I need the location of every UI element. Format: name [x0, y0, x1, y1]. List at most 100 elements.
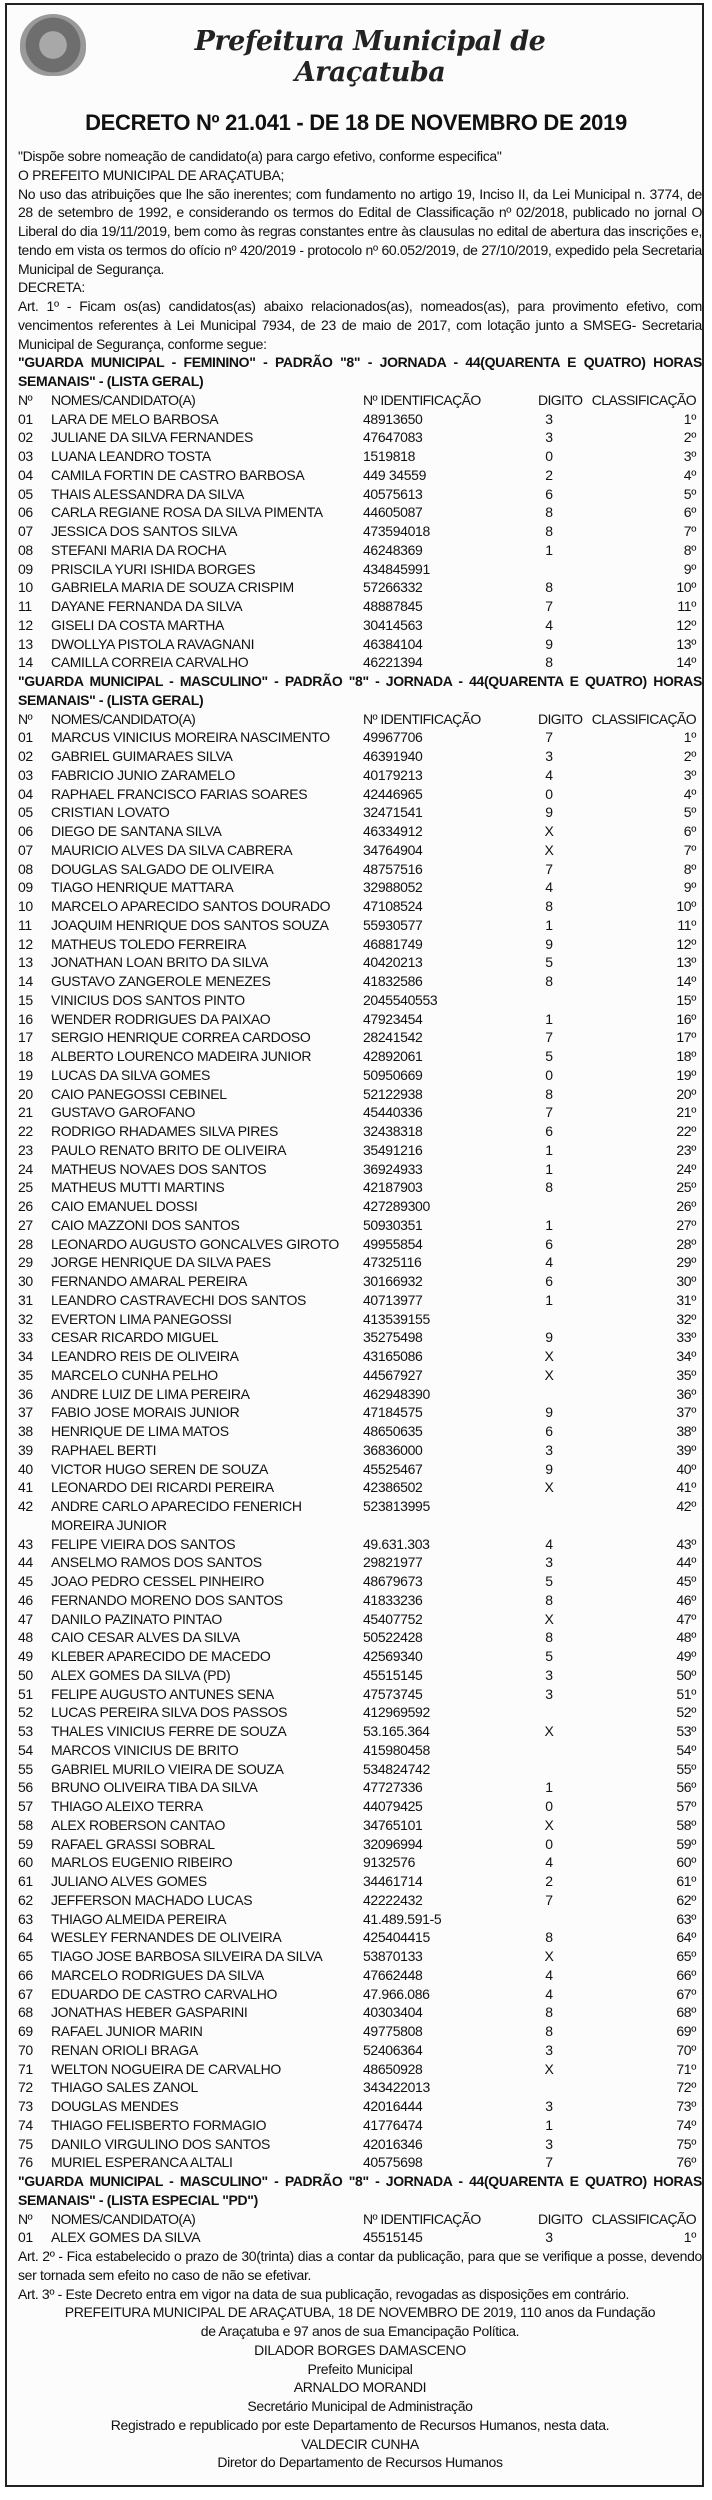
- candidate-name: EDUARDO DE CASTRO CARVALHO: [51, 1985, 278, 2002]
- classification: 33º: [676, 1329, 696, 1346]
- row-number: 76: [18, 2154, 33, 2171]
- row-number: 64: [18, 1929, 33, 1946]
- table-row: 11 DAYANE FERNANDA DA SILVA 48887845 7 11º: [18, 597, 702, 616]
- table-row: 66 MARCELO RODRIGUES DA SILVA 47662448 4 66º: [18, 1966, 702, 1985]
- candidate-name: RENAN ORIOLI BRAGA: [51, 2041, 198, 2058]
- identification-number: 50950669: [363, 1066, 423, 1083]
- candidate-name: SERGIO HENRIQUE CORREA CARDOSO: [51, 1029, 311, 1046]
- identification-number: 48650928: [363, 2060, 423, 2077]
- identification-number: 42016444: [363, 2098, 423, 2114]
- table-row: 64 WESLEY FERNANDES DE OLIVEIRA 425404415 8…: [18, 1928, 702, 1947]
- check-digit: 5: [545, 1573, 553, 1589]
- identification-number: 44567927: [363, 1366, 423, 1383]
- candidate-name: MARCUS VINICIUS MOREIRA NASCIMENTO: [51, 729, 330, 746]
- classification: 73º: [676, 2098, 696, 2114]
- check-digit: 9: [545, 935, 553, 952]
- table-row: 62 JEFFERSON MACHADO LUCAS 42222432 7 62º: [18, 1891, 702, 1910]
- table-row: 04 RAPHAEL FRANCISCO FARIAS SOARES 4244696…: [18, 785, 702, 804]
- decree-document: [5, 3, 704, 2487]
- row-number: 72: [18, 2079, 33, 2096]
- row-number: 66: [18, 1966, 33, 1983]
- classification: 24º: [676, 1160, 696, 1177]
- table-row: 59 RAFAEL GRASSI SOBRAL 32096994 0 59º: [18, 1835, 702, 1854]
- candidate-name: VINICIUS DOS SANTOS PINTO: [51, 991, 245, 1008]
- classification: 1º: [683, 2229, 697, 2246]
- table-row: 39 RAPHAEL BERTI 36836000 3 39º: [18, 1441, 702, 1460]
- identification-number: 47647083: [363, 429, 423, 446]
- candidate-name: WESLEY FERNANDES DE OLIVEIRA: [51, 1929, 282, 1946]
- candidate-name: LEONARDO DEI RICARDI PEREIRA: [51, 1479, 274, 1496]
- table-row: 01 MARCUS VINICIUS MOREIRA NASCIMENTO 4996…: [18, 728, 702, 747]
- candidate-name: THAIS ALESSANDRA DA SILVA: [51, 485, 245, 502]
- table-row: 38 HENRIQUE DE LIMA MATOS 48650635 6 38º: [18, 1422, 702, 1441]
- check-digit: 1: [545, 541, 553, 558]
- row-number: 47: [18, 1610, 33, 1627]
- row-number: 50: [18, 1666, 33, 1683]
- row-number: 08: [18, 541, 33, 558]
- table-row: 74 THIAGO FELISBERTO FORMAGIO 41776474 1 74º: [18, 2116, 702, 2135]
- row-number: 06: [18, 504, 33, 521]
- classification: 11º: [677, 598, 696, 614]
- check-digit: 7: [545, 1891, 553, 1908]
- identification-number: 46384104: [363, 635, 423, 652]
- identification-number: 40179213: [363, 766, 423, 783]
- secretary-name: ARNALDO MORANDI: [293, 2379, 427, 2396]
- check-digit: 6: [545, 485, 553, 502]
- identification-number: 473594018: [363, 523, 430, 539]
- classification: 69º: [676, 2023, 696, 2039]
- candidate-name: JOAQUIM HENRIQUE DOS SANTOS SOUZA: [51, 916, 329, 933]
- table-row: 46 FERNANDO MORENO DOS SANTOS 41833236 8 46º: [18, 1591, 702, 1610]
- identification-number: 49967706: [363, 729, 423, 746]
- identification-number: 46221394: [363, 654, 423, 671]
- candidate-name: RODRIGO RHADAMES SILVA PIRES: [51, 1123, 278, 1139]
- check-digit: 4: [545, 1854, 553, 1871]
- column-header-classification: CLASSIFICAÇÃO: [591, 710, 697, 727]
- row-number: 37: [18, 1404, 33, 1421]
- table-row: 14 CAMILLA CORREIA CARVALHO 46221394 8 14º: [18, 653, 702, 672]
- decree-summary: "Dispõe sobre nomeação de candidato(a) p…: [18, 148, 502, 164]
- identification-number: 48887845: [363, 598, 423, 614]
- check-digit: 7: [545, 1029, 553, 1046]
- candidate-name: MAURICIO ALVES DA SILVA CABRERA: [51, 841, 293, 858]
- identification-number: 52406364: [363, 2041, 423, 2058]
- candidate-name: KLEBER APARECIDO DE MACEDO: [51, 1648, 271, 1664]
- identification-number: 41833236: [363, 1591, 423, 1608]
- candidate-name: FABIO JOSE MORAIS JUNIOR: [51, 1404, 240, 1421]
- table-row: 25 MATHEUS MUTTI MARTINS 42187903 8 25º: [18, 1178, 702, 1197]
- classification: 7º: [683, 841, 697, 858]
- table-row: 57 THIAGO ALEIXO TERRA 44079425 0 57º: [18, 1797, 702, 1816]
- row-number: 45: [18, 1573, 33, 1589]
- identification-number: 40420213: [363, 954, 423, 971]
- candidate-name: MATHEUS TOLEDO FERREIRA: [51, 935, 246, 952]
- row-number: 22: [18, 1123, 33, 1139]
- classification: 62º: [676, 1891, 696, 1908]
- classification: 58º: [676, 1816, 696, 1833]
- table-row: 56 BRUNO OLIVEIRA TIBA DA SILVA 47727336 1 5…: [18, 1778, 702, 1797]
- candidate-name: JESSICA DOS SANTOS SILVA: [51, 523, 238, 539]
- classification: 14º: [676, 973, 696, 989]
- classification: 37º: [676, 1404, 696, 1421]
- check-digit: 6: [545, 1235, 553, 1252]
- identification-number: 32438318: [363, 1123, 423, 1139]
- row-number: 26: [18, 1198, 33, 1214]
- identification-number: 47662448: [363, 1966, 423, 1983]
- table-header: Nº NOMES/CANDIDATO(A) Nº IDENTIFICAÇÃO DIGI…: [18, 710, 702, 729]
- classification: 12º: [676, 935, 696, 952]
- identification-number: 415980458: [363, 1741, 430, 1758]
- row-number: 68: [18, 2004, 33, 2021]
- identification-number: 40303404: [363, 2004, 423, 2021]
- brand-title: Prefeitura Municipal de Araçatuba: [194, 26, 546, 88]
- table-row: 11 JOAQUIM HENRIQUE DOS SANTOS SOUZA 55930…: [18, 916, 702, 935]
- candidate-name: ALEX GOMES DA SILVA: [51, 2229, 201, 2246]
- check-digit: 3: [545, 429, 553, 446]
- classification: 11º: [677, 916, 696, 933]
- table-row: 13 JONATHAN LOAN BRITO DA SILVA 40420213 5 1…: [18, 953, 702, 972]
- candidate-name: ALEX GOMES DA SILVA (PD): [51, 1666, 231, 1683]
- classification: 65º: [676, 1948, 696, 1964]
- row-number: 70: [18, 2041, 33, 2058]
- classification: 1º: [683, 729, 697, 746]
- table-header: Nº NOMES/CANDIDATO(A) Nº IDENTIFICAÇÃO DIGI…: [18, 2210, 702, 2229]
- table-row: 40 VICTOR HUGO SEREN DE SOUZA 45525467 9 40º: [18, 1460, 702, 1479]
- candidate-name: CAIO PANEGOSSI CEBINEL: [51, 1085, 227, 1102]
- identification-number: 413539155: [363, 1310, 430, 1327]
